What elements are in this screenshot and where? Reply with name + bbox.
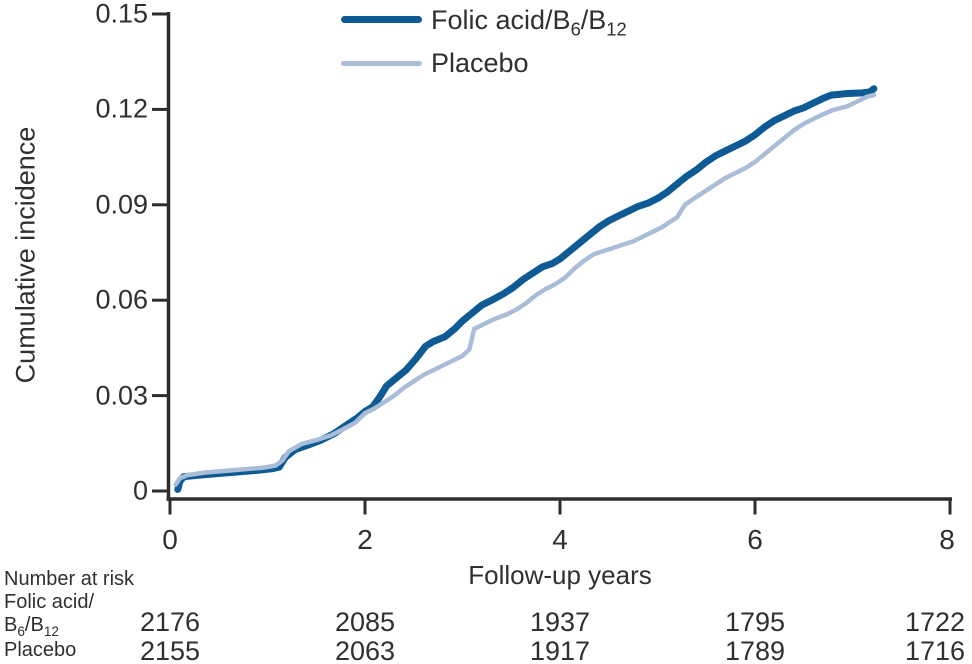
risk-folic-sub12: 12	[43, 624, 59, 639]
risk-value-placebo-t6: 1789	[724, 636, 786, 664]
risk-value-placebo-t2: 2063	[334, 636, 396, 664]
risk-folic-b-text: B	[4, 614, 18, 636]
risk-value-folic-t2: 2085	[334, 607, 396, 637]
risk-row-label-folic-line1: Folic acid/	[4, 591, 95, 613]
legend-label-folic: Folic acid/B6/B12	[431, 5, 627, 40]
risk-value-placebo-t0: 2155	[139, 636, 201, 664]
legend-folic-sub6: 6	[570, 18, 581, 40]
y-axis-title: Cumulative incidence	[10, 126, 41, 384]
y-tick-label-0.15: 0.15	[95, 0, 148, 29]
y-tick-label-0.12: 0.12	[95, 93, 148, 124]
x-tick-label-6: 6	[747, 524, 763, 555]
x-tick-label-4: 4	[552, 524, 568, 555]
risk-folic-b-text2: /B	[24, 614, 44, 636]
risk-row-label-placebo: Placebo	[4, 639, 77, 661]
x-tick-label-8: 8	[939, 524, 955, 555]
legend-label-placebo: Placebo	[431, 48, 529, 78]
x-axis-title: Follow-up years	[468, 560, 652, 590]
curve-placebo	[173, 92, 877, 487]
risk-folic-sub6: 6	[17, 624, 25, 639]
y-tick-label-0: 0	[132, 475, 148, 506]
x-tick-label-2: 2	[357, 524, 373, 555]
risk-value-folic-t0: 2176	[139, 607, 201, 637]
risk-value-folic-t6: 1795	[724, 607, 786, 637]
risk-row-label-folic-line2: B6/B12	[4, 614, 59, 639]
legend-folic-text: Folic acid/B	[431, 5, 571, 35]
legend-swatch-folic	[341, 16, 422, 23]
legend-swatch-placebo	[341, 61, 422, 66]
x-tick-label-0: 0	[162, 524, 178, 555]
risk-table-header: Number at risk	[4, 568, 135, 590]
risk-value-placebo-t4: 1917	[529, 636, 591, 664]
curves	[173, 85, 878, 493]
axes	[152, 12, 952, 515]
y-tick-label-0.03: 0.03	[95, 380, 148, 411]
legend-folic-sub12: 12	[606, 18, 627, 40]
y-tick-label-0.06: 0.06	[95, 284, 148, 315]
legend-folic-text2: /B	[580, 5, 607, 35]
risk-value-placebo-t8: 1716	[904, 636, 966, 664]
risk-value-folic-t4: 1937	[529, 607, 591, 637]
y-tick-label-0.09: 0.09	[95, 189, 148, 220]
risk-value-folic-t8: 1722	[904, 607, 966, 637]
